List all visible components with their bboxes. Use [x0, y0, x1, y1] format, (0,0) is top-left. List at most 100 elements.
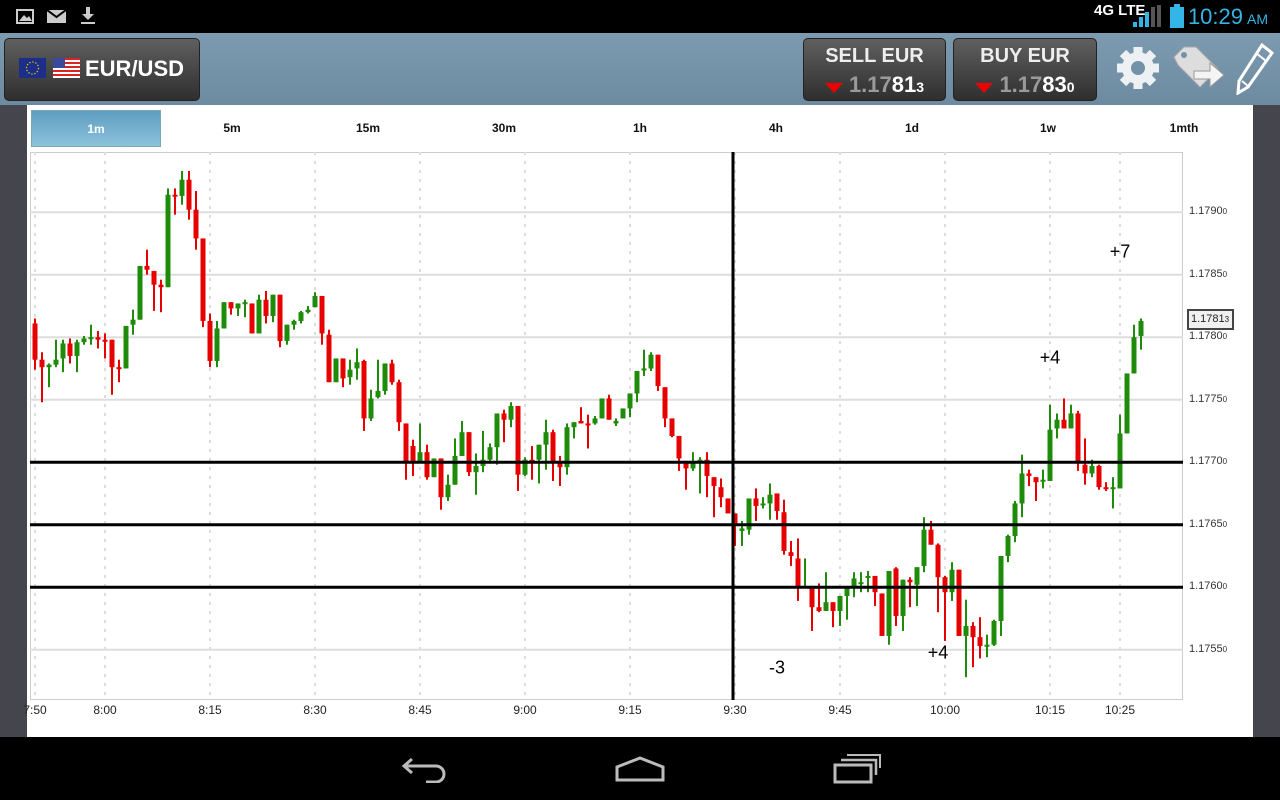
candle-body — [417, 452, 423, 463]
candle-body — [130, 319, 136, 325]
candle-body — [725, 498, 731, 514]
price-tick-label: 1.17700 — [1189, 455, 1227, 467]
tab-1h[interactable]: 1h — [632, 121, 647, 135]
candle-body — [158, 284, 164, 288]
price-tick-value: 1.1775 — [1189, 392, 1223, 405]
candle-body — [942, 577, 948, 593]
candle-body — [690, 462, 696, 469]
candle-body — [445, 484, 451, 498]
battery-icon — [1170, 4, 1184, 28]
price-tick-label: 1.17850 — [1189, 268, 1227, 280]
buy-price-prefix: 1.17 — [999, 72, 1043, 97]
candle-body — [144, 265, 150, 270]
candle-body — [1138, 320, 1144, 336]
trade-annotation: -3 — [768, 657, 786, 678]
recent-apps-icon[interactable] — [832, 753, 882, 785]
price-tick-pipette: 0 — [1222, 457, 1228, 467]
tab-15m[interactable]: 15m — [355, 121, 381, 135]
candle-body — [74, 342, 80, 356]
candle-body — [1061, 419, 1067, 429]
tab-1w[interactable]: 1w — [1039, 121, 1056, 135]
time-tick-label: 8:30 — [303, 703, 327, 717]
price-tick-label: 1.17550 — [1189, 643, 1227, 655]
candle-body — [508, 405, 514, 420]
candle-body — [67, 343, 73, 356]
price-tick-value: 1.1780 — [1189, 330, 1223, 343]
candle-body — [739, 528, 745, 531]
time-tick-label: 10:25 — [1104, 703, 1136, 717]
candle-body — [88, 337, 94, 340]
candle-body — [732, 513, 738, 525]
price-tick-pipette: 0 — [1222, 644, 1228, 654]
candle-body — [221, 302, 227, 329]
candle-body — [1068, 413, 1074, 429]
candle-body — [515, 405, 521, 475]
candle-body — [81, 338, 87, 343]
candle-body — [536, 444, 542, 460]
gear-icon[interactable] — [1114, 43, 1162, 93]
time-tick-label: 10:00 — [929, 703, 961, 717]
candlestick-chart[interactable] — [30, 152, 1183, 700]
candle-body — [788, 552, 794, 556]
back-icon[interactable] — [400, 755, 448, 783]
chart-area[interactable] — [30, 152, 1183, 700]
price-tick-label: 1.17600 — [1189, 580, 1227, 592]
candle-body — [326, 334, 332, 383]
candle-body — [1124, 373, 1130, 434]
home-icon[interactable] — [614, 755, 666, 783]
candle-body — [1110, 487, 1116, 490]
candle-body — [809, 585, 815, 608]
current-price-label: 1.17813 — [1187, 309, 1234, 330]
time-tick-label: 9:15 — [618, 703, 642, 717]
candle-body — [823, 602, 829, 611]
tab-1mth[interactable]: 1mth — [1169, 121, 1199, 135]
candle-body — [242, 302, 248, 305]
tab-4h[interactable]: 4h — [768, 121, 783, 135]
candle-body — [718, 487, 724, 498]
candle-body — [914, 567, 920, 585]
price-tick-pipette: 0 — [1222, 394, 1228, 404]
candle-body — [179, 179, 185, 196]
candle-body — [494, 413, 500, 448]
candle-body — [634, 370, 640, 394]
sell-button[interactable]: SELL EUR 1.17813 — [803, 38, 946, 101]
tab-1d[interactable]: 1d — [904, 121, 919, 135]
candle-body — [291, 320, 297, 325]
candle-body — [1103, 487, 1109, 490]
time-tick-label: 8:00 — [93, 703, 117, 717]
candle-body — [1096, 465, 1102, 488]
candle-body — [816, 607, 822, 611]
candle-body — [1033, 477, 1039, 483]
candle-body — [641, 368, 647, 371]
candle-body — [795, 558, 801, 586]
candle-body — [186, 179, 192, 210]
candle-body — [886, 570, 892, 636]
candle-body — [431, 458, 437, 478]
candle-body — [760, 503, 766, 506]
tab-5m[interactable]: 5m — [223, 121, 241, 135]
tab-30m[interactable]: 30m — [491, 121, 517, 135]
pencil-icon[interactable] — [1236, 43, 1274, 95]
status-bar: 4G LTE 10:29 AM — [0, 0, 1280, 33]
candle-body — [305, 309, 311, 313]
time-tick-label: 9:45 — [828, 703, 852, 717]
candle-body — [963, 625, 969, 636]
instrument-selector-button[interactable]: EUR/USD — [4, 38, 200, 101]
network-type: 4G LTE — [1094, 2, 1146, 19]
candle-body — [60, 343, 66, 359]
price-tick-pipette: 0 — [1222, 269, 1228, 279]
candle-body — [487, 447, 493, 460]
sell-price-prefix: 1.17 — [848, 72, 892, 97]
price-tick-value: 1.1770 — [1189, 455, 1223, 468]
candle-body — [1040, 479, 1046, 482]
buy-button[interactable]: BUY EUR 1.17830 — [953, 38, 1097, 101]
candle-body — [865, 575, 871, 578]
tab-1m[interactable]: 1m — [31, 110, 161, 147]
tag-arrow-icon[interactable] — [1172, 43, 1228, 93]
price-tick-label: 1.17650 — [1189, 518, 1227, 530]
candle-body — [676, 435, 682, 459]
candle-body — [95, 337, 101, 340]
candle-body — [347, 369, 353, 378]
price-tick-value: 1.1790 — [1189, 205, 1223, 218]
buy-label: BUY EUR — [980, 45, 1070, 67]
